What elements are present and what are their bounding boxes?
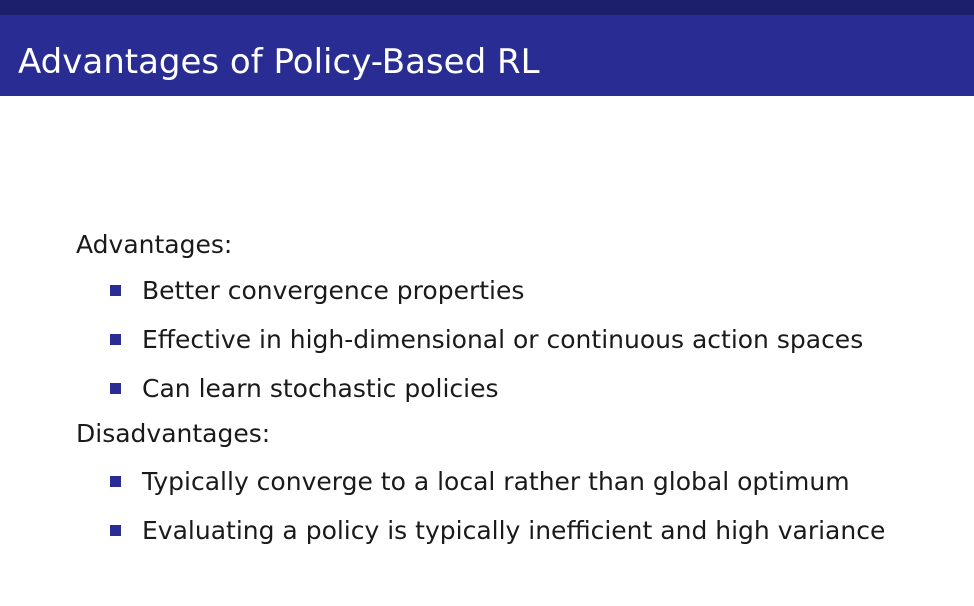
list-item: Evaluating a policy is typically ineffic… bbox=[110, 506, 956, 555]
list-item: Better convergence properties bbox=[110, 266, 956, 315]
list-item-text: Evaluating a policy is typically ineffic… bbox=[142, 516, 886, 545]
list-item-text: Typically converge to a local rather tha… bbox=[142, 467, 850, 496]
square-bullet-icon bbox=[110, 285, 121, 296]
slide-top-strip bbox=[0, 0, 974, 15]
square-bullet-icon bbox=[110, 525, 121, 536]
list-item: Can learn stochastic policies bbox=[110, 364, 956, 413]
disadvantages-list: Typically converge to a local rather tha… bbox=[76, 457, 956, 555]
list-item-text: Can learn stochastic policies bbox=[142, 374, 499, 403]
square-bullet-icon bbox=[110, 476, 121, 487]
list-item-text: Effective in high-dimensional or continu… bbox=[142, 325, 864, 354]
slide-content: Advantages: Better convergence propertie… bbox=[76, 224, 956, 555]
list-item: Typically converge to a local rather tha… bbox=[110, 457, 956, 506]
advantages-heading: Advantages: bbox=[76, 230, 233, 259]
slide-title: Advantages of Policy-Based RL bbox=[18, 42, 540, 82]
list-item-text: Better convergence properties bbox=[142, 276, 525, 305]
disadvantages-heading: Disadvantages: bbox=[76, 419, 271, 448]
square-bullet-icon bbox=[110, 383, 121, 394]
list-item: Effective in high-dimensional or continu… bbox=[110, 315, 956, 364]
square-bullet-icon bbox=[110, 334, 121, 345]
slide-title-bar bbox=[0, 15, 974, 96]
advantages-list: Better convergence properties Effective … bbox=[76, 266, 956, 413]
